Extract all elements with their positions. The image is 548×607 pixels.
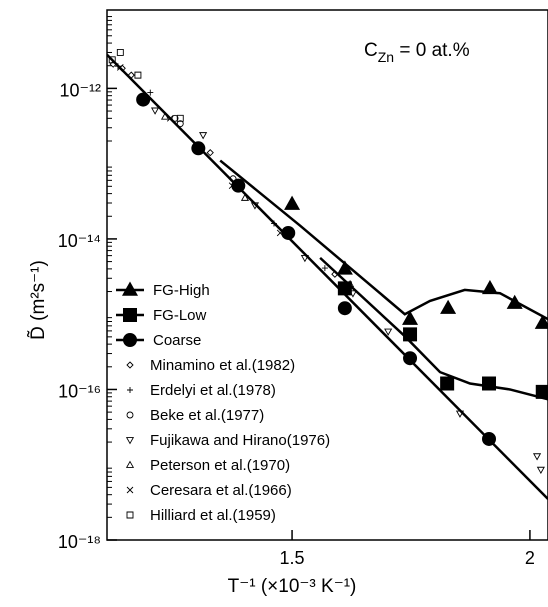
marker — [117, 64, 124, 71]
marker — [481, 279, 498, 295]
marker — [250, 202, 260, 210]
y-axis-title: D̃ (m²s⁻¹) — [27, 260, 49, 340]
legend-marker — [121, 281, 139, 296]
plot-area — [107, 49, 548, 500]
marker — [134, 71, 142, 79]
marker — [150, 107, 160, 115]
marker — [440, 376, 455, 391]
legend-marker — [126, 511, 134, 519]
legend-label: Minamino et al.(1982) — [150, 357, 295, 374]
legend-label: FG-Low — [153, 307, 207, 324]
x-tick-label: 2 — [525, 548, 535, 568]
marker — [384, 328, 393, 336]
plot-frame — [106, 9, 548, 541]
marker — [348, 290, 358, 298]
legend-marker — [123, 308, 137, 322]
marker — [136, 92, 151, 107]
marker — [127, 71, 135, 79]
annotation-rest: = 0 at.% — [394, 40, 470, 61]
y-tick-label: 10⁻¹⁸ — [58, 532, 101, 552]
marker — [114, 63, 121, 70]
marker — [321, 265, 328, 272]
marker — [206, 149, 214, 157]
legend-label: Coarse — [153, 332, 201, 349]
annotation-main: C — [364, 40, 378, 61]
marker — [281, 225, 296, 240]
legend-label: Peterson et al.(1970) — [150, 457, 290, 474]
marker — [331, 270, 339, 278]
y-tick-label: 10⁻¹⁴ — [58, 231, 101, 251]
marker — [240, 193, 250, 201]
marker — [270, 220, 277, 227]
marker — [276, 229, 284, 237]
y-tick-label: 10⁻¹⁶ — [58, 381, 101, 401]
legend-marker — [125, 437, 135, 445]
marker — [536, 466, 545, 475]
marker — [336, 260, 353, 275]
legend-label: FG-High — [153, 282, 210, 299]
marker — [228, 182, 236, 189]
marker — [506, 294, 523, 309]
marker — [403, 351, 418, 366]
legend-label: Hilliard et al.(1959) — [150, 507, 276, 524]
marker — [108, 56, 116, 64]
y-tick-label: 10⁻¹² — [59, 80, 101, 100]
marker — [402, 310, 419, 325]
marker — [337, 301, 352, 316]
legend-marker — [126, 411, 134, 419]
marker — [346, 279, 355, 288]
annotation: CZn = 0 at.% — [364, 40, 470, 65]
legend-label: Fujikawa and Hirano(1976) — [150, 432, 330, 449]
fit-line — [319, 256, 548, 401]
marker — [284, 195, 301, 210]
marker — [191, 141, 206, 156]
legend-marker — [127, 387, 133, 393]
marker — [482, 431, 497, 446]
marker — [532, 453, 542, 461]
marker — [147, 89, 154, 96]
x-axis-title: T⁻¹ (×10⁻³ K⁻¹) — [228, 576, 357, 597]
marker — [199, 132, 208, 140]
legend-label: Beke et al.(1977) — [150, 407, 264, 424]
x-tick-label: 1.5 — [280, 548, 305, 568]
legend-marker — [126, 486, 134, 494]
marker — [176, 114, 184, 122]
fit-line — [107, 53, 548, 500]
marker — [482, 376, 497, 391]
marker — [403, 327, 418, 342]
marker — [171, 114, 179, 122]
marker — [229, 175, 237, 183]
marker — [116, 49, 124, 56]
marker — [534, 314, 548, 329]
marker — [300, 255, 309, 263]
marker — [455, 410, 465, 418]
marker — [231, 178, 246, 193]
legend-label: Erdelyi et al.(1978) — [150, 382, 276, 399]
legend-marker — [126, 361, 134, 369]
marker — [176, 120, 184, 128]
legend-marker — [125, 460, 135, 468]
marker — [440, 299, 457, 314]
legend-label: Ceresara et al.(1966) — [150, 482, 292, 499]
marker — [160, 112, 170, 120]
marker — [535, 384, 548, 399]
legend-marker — [123, 333, 137, 347]
marker — [166, 115, 174, 122]
fit-line — [219, 159, 548, 321]
annotation-sub: Zn — [378, 49, 394, 65]
